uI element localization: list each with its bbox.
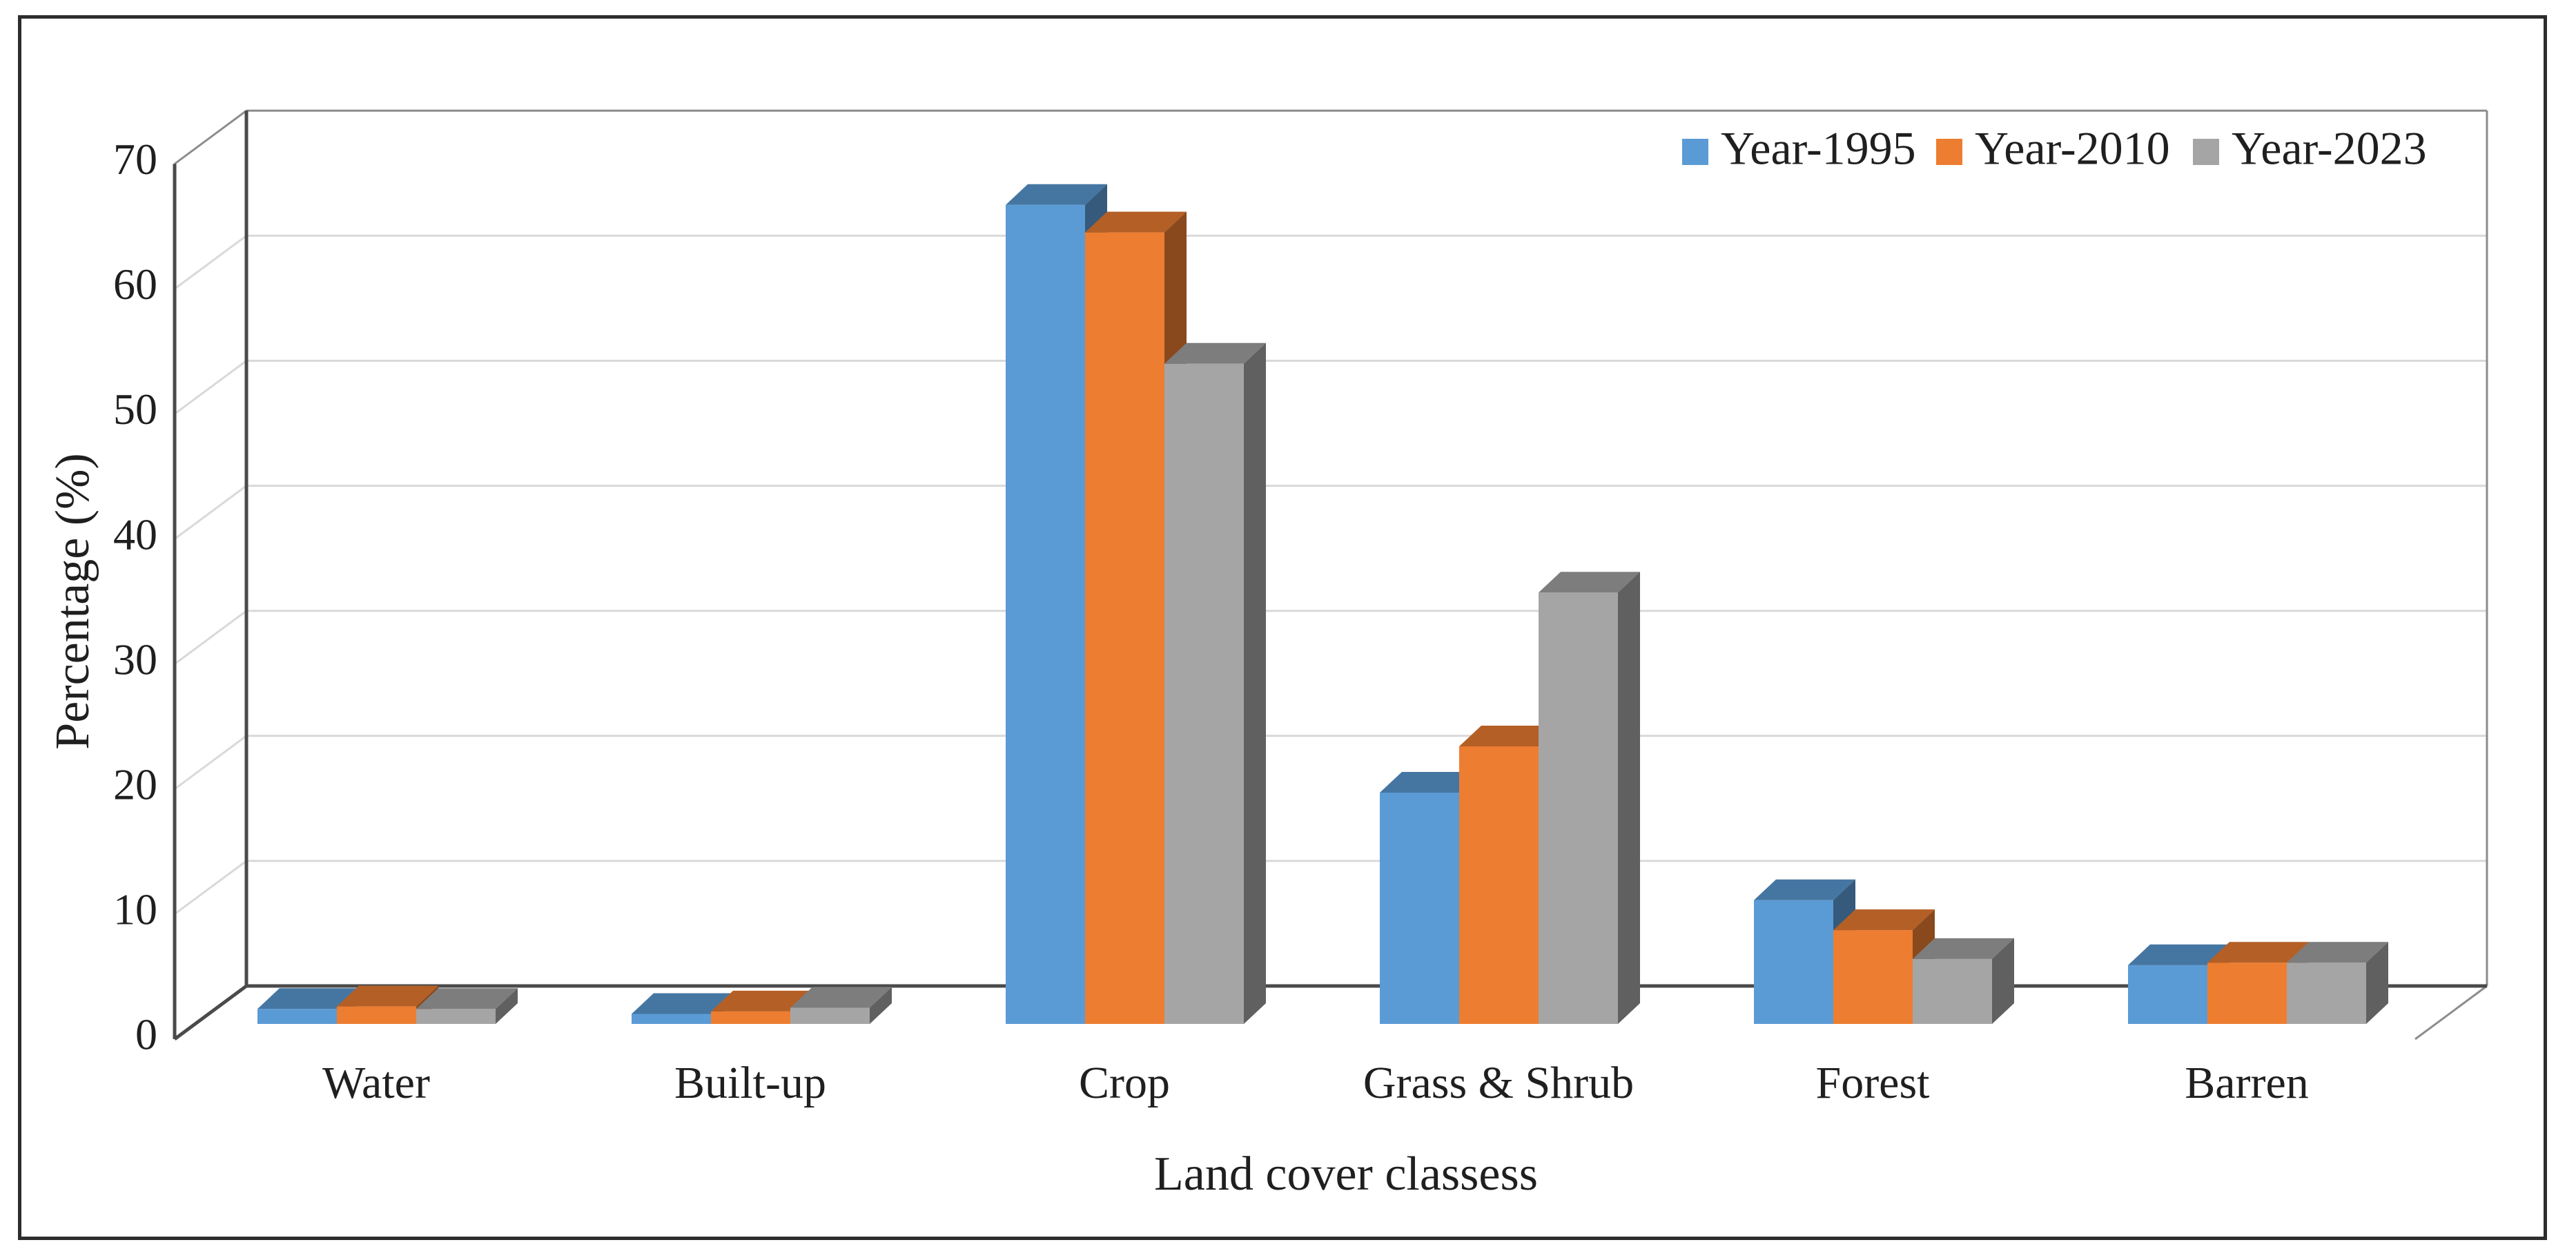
category-label-built-up: Built-up bbox=[674, 1058, 826, 1108]
left-wall-top-edge bbox=[174, 110, 247, 165]
bar-top-face bbox=[1006, 184, 1107, 205]
category-label-crop: Crop bbox=[1079, 1058, 1170, 1108]
bar-front-face bbox=[790, 1007, 870, 1024]
bar-top-face bbox=[1085, 211, 1187, 233]
bar-front-face bbox=[1164, 363, 1244, 1024]
floor-right-edge bbox=[2414, 985, 2488, 1041]
y-tick-label: 60 bbox=[113, 260, 157, 309]
bar-top-face bbox=[2128, 944, 2229, 965]
category-label-forest: Forest bbox=[1816, 1058, 1930, 1108]
gridline-left-wall bbox=[174, 610, 247, 665]
bar-water-year-2023 bbox=[416, 988, 518, 1024]
y-tick-label: 20 bbox=[113, 759, 157, 809]
bar-top-face bbox=[711, 990, 812, 1012]
legend-label: Year-1995 bbox=[1721, 122, 1916, 175]
bar-top-face bbox=[1459, 725, 1561, 746]
bars bbox=[257, 184, 2388, 1025]
y-tick-label: 0 bbox=[135, 1010, 157, 1059]
bar-front-face bbox=[1380, 792, 1459, 1024]
bar-front-face bbox=[2128, 965, 2207, 1024]
gridline-left-wall bbox=[174, 235, 247, 290]
legend-item-year-1995: Year-1995 bbox=[1682, 122, 1916, 175]
bar-front-face bbox=[1459, 746, 1539, 1024]
bar-forest-year-2023 bbox=[1913, 938, 2014, 1024]
bar-top-face bbox=[1380, 771, 1481, 793]
legend-swatch-icon bbox=[2193, 139, 2219, 165]
bar-top-face bbox=[1833, 909, 1935, 931]
bar-side-face bbox=[496, 988, 518, 1024]
bar-side-face bbox=[1992, 938, 2014, 1024]
bar-front-face bbox=[2287, 962, 2366, 1024]
bar-top-face bbox=[2287, 942, 2388, 963]
bar-top-face bbox=[1539, 572, 1640, 593]
legend-item-year-2010: Year-2010 bbox=[1936, 122, 2170, 175]
bar-front-face bbox=[711, 1011, 790, 1024]
bar-side-face bbox=[2366, 942, 2388, 1024]
bar-grass-shrub-year-2023 bbox=[1539, 572, 1640, 1024]
bar-top-face bbox=[790, 987, 892, 1008]
y-tick-label: 10 bbox=[113, 885, 157, 934]
bar-front-face bbox=[257, 1009, 337, 1024]
figure-border bbox=[18, 15, 2547, 1240]
x-axis-title: Land cover classess bbox=[1154, 1148, 1538, 1201]
bar-front-face bbox=[1085, 232, 1164, 1025]
bar-front-face bbox=[632, 1014, 711, 1024]
bar-front-face bbox=[416, 1009, 496, 1024]
legend-swatch-icon bbox=[1682, 139, 1708, 165]
bar-side-face bbox=[1244, 342, 1266, 1024]
bar-side-face bbox=[1618, 572, 1640, 1024]
floor-left-edge bbox=[173, 984, 248, 1041]
bar-top-face bbox=[416, 988, 518, 1009]
bar-top-face bbox=[2207, 942, 2309, 963]
y-tick-label: 40 bbox=[113, 510, 157, 559]
bar-top-face bbox=[1913, 938, 2014, 959]
bar-top-face bbox=[1164, 342, 1266, 364]
bar-built-up-year-2023 bbox=[790, 987, 892, 1024]
bar-top-face bbox=[257, 988, 359, 1009]
gridline-left-wall bbox=[174, 860, 247, 916]
legend-swatch-icon bbox=[1936, 139, 1962, 165]
legend-label: Year-2010 bbox=[1975, 122, 2170, 175]
y-tick-label: 50 bbox=[113, 385, 157, 434]
legend-label: Year-2023 bbox=[2232, 122, 2427, 175]
category-labels: Water Built-up Crop Grass & Shrub Forest Barr… bbox=[322, 1058, 2309, 1108]
gridline-left-wall bbox=[174, 360, 247, 415]
bar-front-face bbox=[1006, 204, 1085, 1024]
bar-front-face bbox=[1833, 930, 1913, 1024]
legend: Year-1995 Year-2010 Year-2023 bbox=[1682, 122, 2427, 175]
category-label-water: Water bbox=[322, 1058, 430, 1108]
category-label-barren: Barren bbox=[2185, 1058, 2309, 1108]
bar-crop-year-2023 bbox=[1164, 342, 1266, 1024]
bar-top-face bbox=[1754, 879, 1855, 900]
bar-front-face bbox=[1913, 958, 1992, 1024]
category-label-grass-shrub: Grass & Shrub bbox=[1363, 1058, 1634, 1108]
gridline-left-wall bbox=[174, 485, 247, 540]
bar-front-face bbox=[2207, 962, 2287, 1024]
y-tick-label: 70 bbox=[113, 135, 157, 184]
legend-item-year-2023: Year-2023 bbox=[2193, 122, 2427, 175]
bar-top-face bbox=[632, 993, 733, 1014]
bar-side-face bbox=[870, 987, 892, 1024]
bar-front-face bbox=[1539, 592, 1618, 1024]
bar-barren-year-2023 bbox=[2287, 942, 2388, 1024]
bar-top-face bbox=[337, 985, 438, 1007]
gridline-left-wall bbox=[174, 735, 247, 791]
y-tick-label: 30 bbox=[113, 635, 157, 684]
bar-front-face bbox=[337, 1006, 416, 1024]
y-axis-tick-labels: 0 10 20 30 40 50 60 70 bbox=[113, 135, 157, 1059]
y-axis-title: Percentage (%) bbox=[46, 453, 99, 749]
bar-front-face bbox=[1754, 900, 1833, 1024]
plot-walls bbox=[173, 109, 2488, 1041]
